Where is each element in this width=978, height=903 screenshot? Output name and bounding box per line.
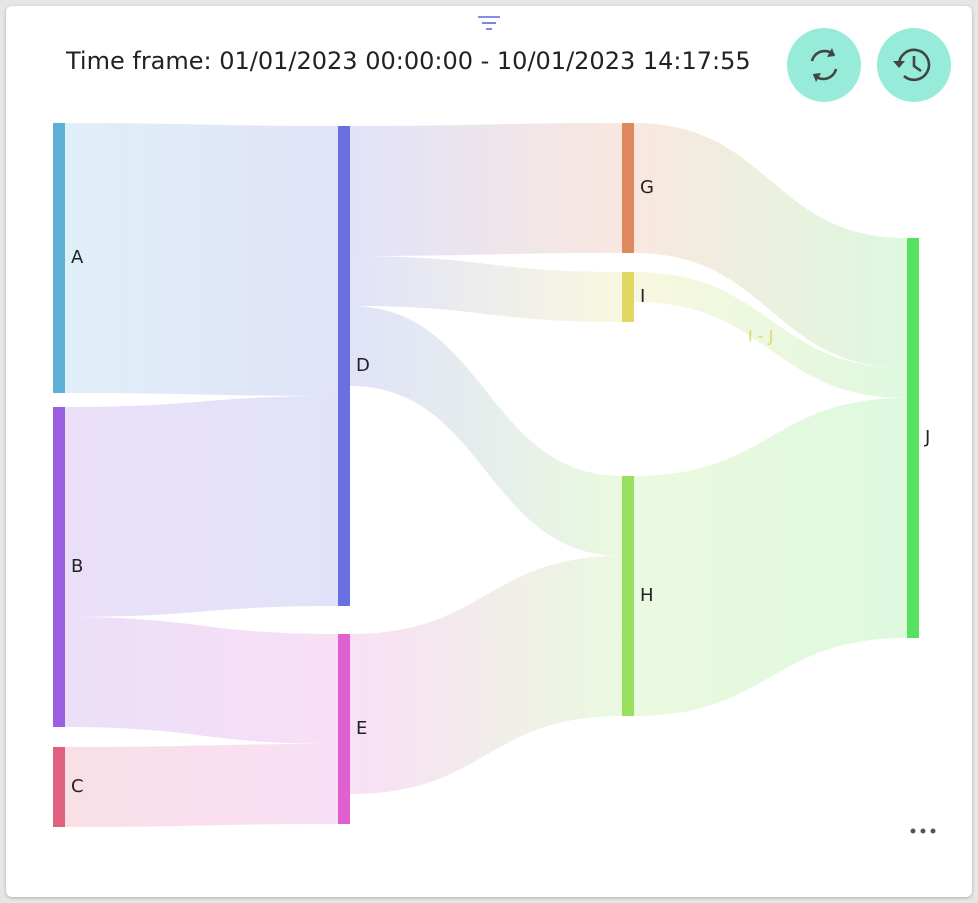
more-icon[interactable] xyxy=(910,828,936,834)
node xyxy=(53,407,65,727)
link xyxy=(65,123,338,396)
link xyxy=(634,272,907,398)
node-label: I xyxy=(640,286,645,307)
link xyxy=(65,617,338,744)
node xyxy=(907,238,919,638)
node xyxy=(622,272,634,322)
link xyxy=(634,398,907,716)
node xyxy=(338,126,350,606)
node-label: J xyxy=(924,427,930,448)
chart-title: Time frame: 01/01/2023 00:00:00 - 10/01/… xyxy=(65,47,751,75)
history-button[interactable] xyxy=(877,28,951,102)
node xyxy=(338,634,350,824)
node xyxy=(53,747,65,827)
annotation: I - J xyxy=(748,327,773,346)
link xyxy=(634,123,907,368)
node xyxy=(622,123,634,253)
link xyxy=(65,396,338,617)
filter-icon[interactable] xyxy=(478,16,500,30)
link xyxy=(65,744,338,827)
link xyxy=(350,556,622,794)
node-label: H xyxy=(640,585,654,606)
node-label: E xyxy=(356,718,367,739)
node-label: G xyxy=(640,177,654,198)
node xyxy=(622,476,634,716)
node-label: D xyxy=(356,355,370,376)
link xyxy=(350,306,622,556)
chart: Time frame: 01/01/2023 00:00:00 - 10/01/… xyxy=(53,16,951,834)
link xyxy=(350,123,622,256)
node-label: C xyxy=(71,776,84,797)
node-label: B xyxy=(71,556,83,577)
node-label: A xyxy=(71,247,84,268)
card: Time frame: 01/01/2023 00:00:00 - 10/01/… xyxy=(6,6,972,897)
refresh-button[interactable] xyxy=(787,28,861,102)
node xyxy=(53,123,65,393)
link xyxy=(350,256,622,322)
